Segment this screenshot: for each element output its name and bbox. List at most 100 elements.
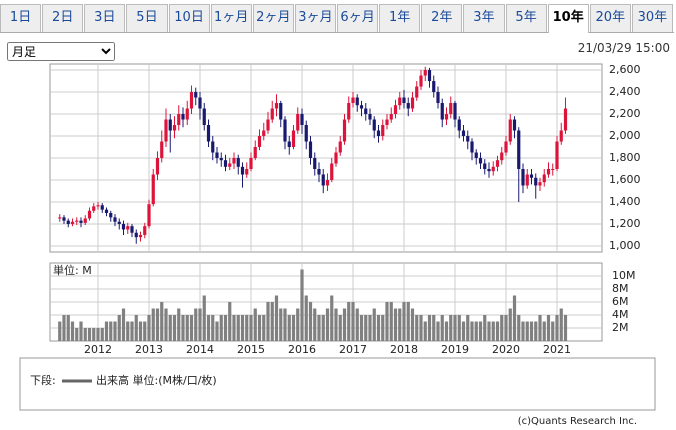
volume-bar (364, 315, 368, 341)
period-tab[interactable]: 6ヶ月 (337, 4, 379, 32)
period-tab[interactable]: 3日 (84, 4, 126, 32)
volume-bar (160, 302, 164, 341)
candle-body (393, 105, 398, 115)
candle-body (147, 204, 151, 227)
volume-bar (393, 308, 398, 341)
volume-bar (453, 315, 457, 341)
volume-bar (419, 315, 423, 341)
volume-bar (313, 308, 317, 341)
period-tab[interactable]: 1日 (0, 4, 42, 32)
candle-body (419, 75, 423, 87)
candle-body (338, 141, 342, 153)
y-tick-label: 1,400 (609, 195, 641, 208)
candle-body (372, 119, 376, 131)
y-tick-label: 2,000 (609, 129, 641, 142)
volume-bar (240, 315, 245, 341)
period-tab[interactable]: 3ヶ月 (294, 4, 336, 32)
candle-body (121, 223, 126, 230)
candle-body (66, 220, 70, 224)
volume-bar (172, 315, 177, 341)
volume-bar (223, 315, 228, 341)
candle-body (117, 221, 121, 224)
volume-bar (232, 315, 236, 341)
period-tab[interactable]: 1ヶ月 (210, 4, 252, 32)
period-tab[interactable]: 10日 (168, 4, 210, 32)
volume-bar (164, 308, 168, 341)
volume-bar (155, 308, 160, 341)
period-tab[interactable]: 5日 (126, 4, 168, 32)
volume-bar (555, 315, 559, 341)
period-tab[interactable]: 30年 (631, 4, 673, 32)
candle-body (334, 152, 338, 164)
candle-body (206, 125, 211, 142)
candle-body (461, 130, 466, 137)
volume-bar (291, 315, 296, 341)
volume-bar (466, 315, 470, 341)
y-tick-label: 6M (612, 295, 629, 308)
volume-bar (521, 321, 525, 341)
volume-bar (534, 321, 538, 341)
volume-bar (334, 308, 338, 341)
candle-body (300, 114, 304, 126)
volume-bar (449, 315, 453, 341)
candle-body (500, 152, 504, 161)
volume-bar (151, 308, 155, 341)
volume-bar (415, 315, 419, 341)
period-tab[interactable]: 1年 (379, 4, 421, 32)
candle-body (313, 158, 317, 169)
volume-bar (83, 328, 87, 341)
volume-bar (474, 321, 478, 341)
volume-bar (351, 302, 355, 341)
period-tab[interactable]: 3年 (463, 4, 505, 32)
candle-body (342, 119, 347, 142)
volume-bar (279, 308, 283, 341)
candle-body (517, 130, 521, 169)
volume-bar (376, 315, 381, 341)
volume-bar (512, 295, 517, 341)
candle-body (495, 160, 500, 167)
candle-body (376, 130, 381, 137)
legend-prefix: 下段: (30, 373, 56, 387)
candle-body (355, 97, 359, 106)
volume-bar (444, 321, 449, 341)
y-tick-label: 2,400 (609, 85, 641, 98)
candle-body (398, 97, 402, 106)
candle-body (83, 218, 87, 223)
period-tab[interactable]: 2日 (42, 4, 84, 32)
period-tab[interactable]: 20年 (589, 4, 631, 32)
volume-bar (177, 308, 181, 341)
volume-bar (563, 315, 568, 341)
candle-body (364, 108, 368, 115)
candle-body (410, 97, 415, 109)
volume-bar (253, 308, 257, 341)
legend-label: 出来高 単位:(M株/口/枚) (96, 373, 217, 387)
candle-body (546, 168, 551, 175)
candle-body (202, 108, 206, 126)
period-select[interactable]: 月足 (7, 42, 115, 61)
candle-body (436, 92, 440, 104)
x-tick-label: 2017 (339, 343, 367, 356)
period-tab[interactable]: 2ヶ月 (252, 4, 294, 32)
volume-bar (432, 315, 436, 341)
candle-body (189, 92, 194, 109)
candle-body (181, 114, 185, 120)
volume-bar (330, 295, 334, 341)
period-tab[interactable]: 2年 (421, 4, 463, 32)
candle-body (96, 205, 100, 207)
volume-bar (198, 308, 202, 341)
period-tab[interactable]: 10年 (547, 4, 589, 33)
period-tab[interactable]: 5年 (505, 4, 547, 32)
volume-bar (138, 321, 143, 341)
candle-body (198, 97, 202, 109)
volume-bar (406, 302, 410, 341)
volume-bar (228, 302, 232, 341)
candle-body (389, 114, 393, 120)
candle-body (415, 86, 419, 98)
volume-bar (168, 315, 172, 341)
x-tick-label: 2016 (288, 343, 316, 356)
candle-body (262, 130, 266, 137)
candle-body (406, 103, 410, 109)
volume-bar (427, 315, 432, 341)
volume-bar (117, 315, 121, 341)
candle-body (525, 174, 529, 186)
